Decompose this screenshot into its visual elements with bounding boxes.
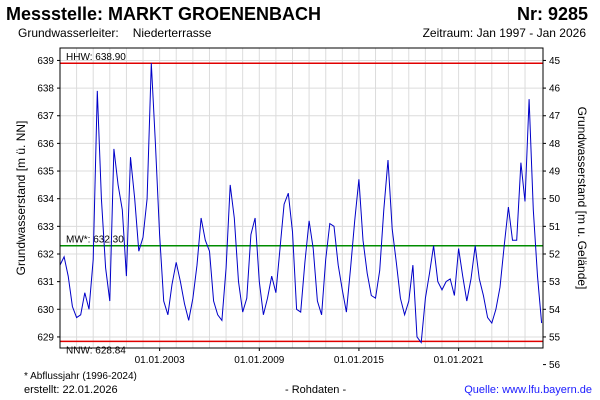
plot-frame <box>59 47 544 349</box>
y-tick-label-left: 638 <box>37 84 54 95</box>
y-axis-right-label: Grundwasserstand [m u. Gelände] <box>575 107 589 290</box>
y-axis-right-ticks: 45 46 47 48 49 50 51 52 53 54 55 56 <box>543 56 561 371</box>
y-tick-label-right: 49 <box>549 167 561 178</box>
y-tick-label-left: 635 <box>37 167 54 178</box>
aquifer-info: Grundwasserleiter: Niederterrasse <box>18 26 211 40</box>
x-tick-label: 01.01.2009 <box>234 355 284 366</box>
y-tick-label-right: 54 <box>549 305 561 316</box>
aquifer-label: Grundwasserleiter: <box>18 26 119 40</box>
series-line <box>59 63 543 344</box>
ref-label-hhw: HHW: 638.90 <box>66 52 126 63</box>
y-tick-label-right: 51 <box>549 222 561 233</box>
y-tick-label-right: 55 <box>549 332 561 343</box>
y-axis-left-label: Grundwasserstand [m ü. NN] <box>14 121 28 276</box>
x-tick-label: 01.01.2021 <box>434 355 484 366</box>
y-tick-label-left: 630 <box>37 305 54 316</box>
x-tick-label: 01.01.2015 <box>334 355 384 366</box>
y-tick-label-left: 636 <box>37 139 54 150</box>
y-tick-label-right: 52 <box>549 249 561 260</box>
y-tick-label-left: 634 <box>37 194 54 205</box>
raw-data-note: - Rohdaten - <box>285 384 347 396</box>
footnote: * Abflussjahr (1996-2024) <box>24 371 137 382</box>
y-tick-label-left: 633 <box>37 222 54 233</box>
y-axis-left-ticks: 629 630 631 632 633 634 635 636 637 638 639 <box>37 56 60 343</box>
station-number: Nr: 9285 <box>516 4 588 24</box>
ref-label-mw: MW*: 632.30 <box>66 235 124 246</box>
y-tick-label-right: 53 <box>549 277 561 288</box>
y-tick-label-left: 637 <box>37 111 54 122</box>
x-axis-ticks: 01.01.2003 01.01.2009 01.01.2015 01.01.2021 <box>135 348 484 366</box>
y-tick-label-left: 631 <box>37 277 54 288</box>
y-tick-label-right: 46 <box>549 84 561 95</box>
y-tick-label-left: 632 <box>37 249 54 260</box>
y-tick-label-right: 45 <box>549 56 561 67</box>
y-tick-label-right: 48 <box>549 139 561 150</box>
ref-label-nnw: NNW: 628.84 <box>66 345 126 356</box>
grid <box>60 48 543 348</box>
x-tick-label: 01.01.2003 <box>135 355 185 366</box>
y-tick-label-right: 47 <box>549 111 561 122</box>
y-tick-label-left: 629 <box>37 332 54 343</box>
period-label: Zeitraum: Jan 1997 - Jan 2026 <box>422 26 586 40</box>
y-tick-label-right: 50 <box>549 194 561 205</box>
y-tick-label-left: 639 <box>37 56 54 67</box>
created-date: erstellt: 22.01.2026 <box>24 384 118 396</box>
page-title: Messstelle: MARKT GROENENBACH <box>6 4 322 24</box>
y-tick-label-right: 56 <box>549 360 561 371</box>
aquifer-value: Niederterrasse <box>132 26 212 40</box>
source-link[interactable]: Quelle: www.lfu.bayern.de <box>464 384 592 396</box>
